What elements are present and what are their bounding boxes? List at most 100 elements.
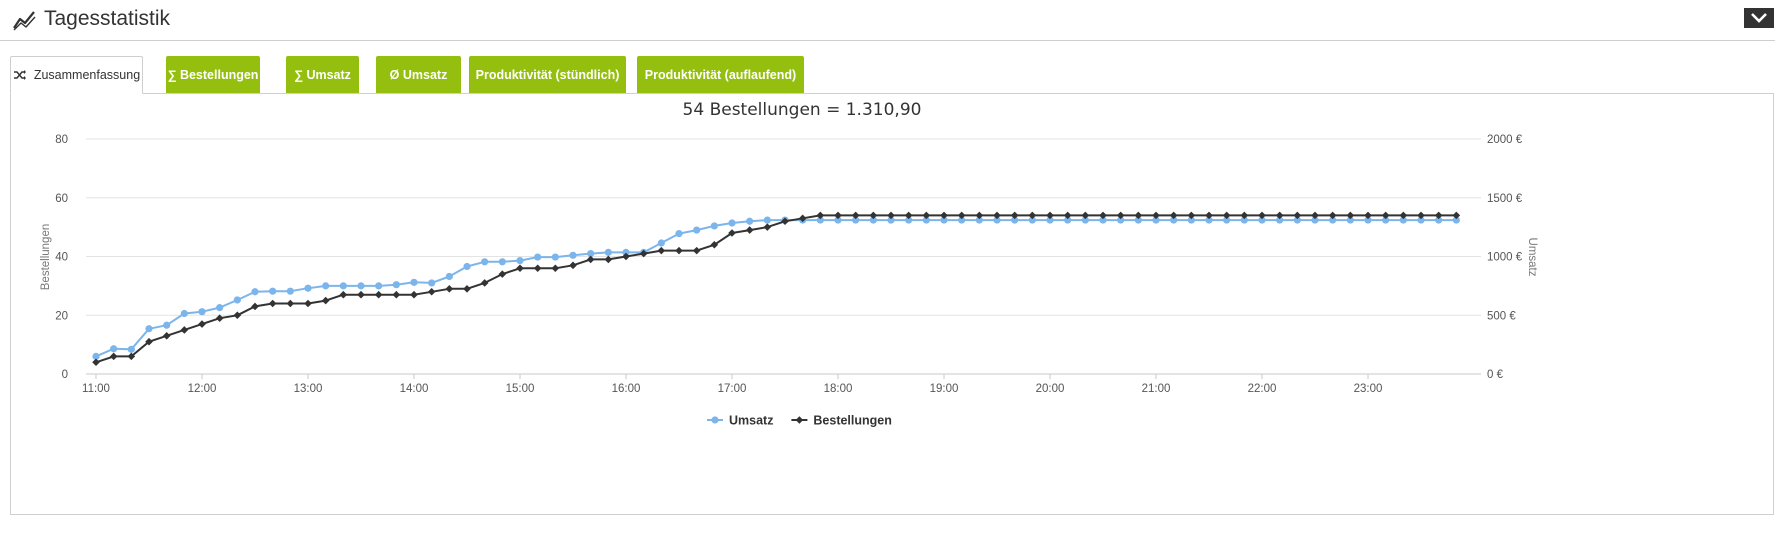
- tab-label: ∑ Bestellungen: [167, 68, 259, 82]
- data-point-umsatz: [1081, 216, 1089, 224]
- data-point-umsatz: [145, 325, 153, 333]
- data-point-bestellungen: [781, 217, 789, 226]
- data-point-bestellungen: [904, 211, 913, 220]
- data-point-umsatz: [410, 278, 418, 286]
- data-point-umsatz: [534, 253, 542, 261]
- data-point-umsatz: [304, 284, 312, 292]
- data-point-bestellungen: [1275, 211, 1284, 220]
- x-tick-label: 20:00: [1036, 383, 1065, 395]
- data-point-bestellungen: [480, 279, 489, 287]
- data-point-umsatz: [1399, 216, 1407, 224]
- data-point-bestellungen: [710, 240, 719, 249]
- x-tick-label: 13:00: [294, 383, 323, 395]
- tab-summe-bestellungen[interactable]: ∑ Bestellungen: [166, 56, 260, 94]
- data-point-bestellungen: [1328, 211, 1337, 220]
- data-point-umsatz: [198, 308, 206, 316]
- tab-produktivitaet-auflaufend[interactable]: Produktivität (auflaufend): [637, 56, 804, 94]
- data-point-bestellungen: [869, 211, 878, 220]
- data-point-umsatz: [993, 216, 1001, 224]
- data-point-bestellungen: [1046, 211, 1054, 220]
- data-point-umsatz: [1382, 216, 1390, 224]
- data-point-bestellungen: [286, 299, 295, 308]
- data-point-bestellungen: [268, 299, 277, 308]
- tab-durchschnitt-umsatz[interactable]: Ø Umsatz: [376, 56, 461, 94]
- x-tick-label: 15:00: [506, 383, 535, 395]
- data-point-umsatz: [675, 229, 683, 238]
- data-point-bestellungen: [798, 214, 807, 223]
- data-point-umsatz: [834, 216, 842, 224]
- data-point-bestellungen: [745, 226, 754, 234]
- data-point-umsatz: [1435, 216, 1443, 224]
- data-point-bestellungen: [940, 211, 948, 220]
- data-point-umsatz: [587, 249, 595, 258]
- data-point-bestellungen: [374, 290, 383, 299]
- data-point-bestellungen: [1434, 211, 1443, 220]
- data-point-bestellungen: [1205, 211, 1213, 220]
- data-point-umsatz: [604, 248, 612, 256]
- legend-item-umsatz[interactable]: Umsatz: [707, 414, 773, 428]
- data-point-bestellungen: [92, 358, 100, 367]
- data-point-bestellungen: [1258, 211, 1266, 220]
- data-point-bestellungen: [639, 249, 648, 258]
- data-point-bestellungen: [162, 332, 171, 340]
- data-point-bestellungen: [1099, 211, 1107, 220]
- data-point-umsatz: [763, 216, 771, 224]
- data-point-umsatz: [958, 216, 966, 224]
- tab-label: ∑ Umsatz: [294, 68, 351, 82]
- data-point-umsatz: [1240, 216, 1248, 224]
- data-point-umsatz: [905, 216, 913, 224]
- legend-label: Umsatz: [729, 414, 773, 428]
- data-point-bestellungen: [586, 255, 595, 264]
- data-point-umsatz: [1152, 216, 1160, 224]
- data-point-umsatz: [1293, 216, 1301, 224]
- data-point-umsatz: [481, 258, 489, 266]
- data-point-bestellungen: [957, 211, 966, 220]
- data-point-bestellungen: [763, 223, 772, 231]
- data-point-bestellungen: [339, 290, 348, 299]
- x-tick-label: 23:00: [1354, 383, 1383, 395]
- data-point-bestellungen: [1187, 211, 1196, 220]
- y-right-axis-title: Umsatz: [1526, 238, 1538, 277]
- data-point-bestellungen: [675, 246, 683, 255]
- tab-label: Zusammenfassung: [33, 68, 141, 82]
- data-point-bestellungen: [1169, 211, 1178, 220]
- data-point-bestellungen: [657, 246, 666, 255]
- data-point-umsatz: [1099, 216, 1107, 224]
- data-point-umsatz: [975, 216, 983, 224]
- data-point-bestellungen: [1346, 211, 1355, 220]
- x-tick-label: 19:00: [930, 383, 959, 395]
- collapse-button[interactable]: [1744, 8, 1774, 28]
- trend-chart-icon: [12, 8, 38, 32]
- series-layer: [92, 211, 1461, 367]
- data-point-umsatz: [1346, 216, 1354, 224]
- data-point-umsatz: [1311, 216, 1319, 224]
- data-point-bestellungen: [516, 264, 524, 273]
- tab-summe-umsatz[interactable]: ∑ Umsatz: [286, 56, 359, 94]
- data-point-bestellungen: [993, 211, 1001, 220]
- data-point-umsatz: [392, 281, 400, 289]
- data-point-bestellungen: [887, 211, 895, 220]
- data-point-umsatz: [269, 287, 277, 295]
- tab-zusammenfassung[interactable]: Zusammenfassung: [10, 56, 143, 94]
- data-point-bestellungen: [321, 296, 330, 305]
- y-left-tick-label: 0: [62, 369, 68, 381]
- data-point-bestellungen: [551, 264, 560, 273]
- legend-item-bestellungen[interactable]: Bestellungen: [791, 414, 892, 428]
- x-tick-label: 17:00: [718, 383, 747, 395]
- data-point-umsatz: [286, 287, 294, 295]
- legend-layer: Umsatz Bestellungen: [707, 414, 892, 428]
- tab-produktivitaet-stuendlich[interactable]: Produktivität (stündlich): [469, 56, 626, 94]
- data-point-umsatz: [1276, 216, 1284, 224]
- y-left-tick-label: 80: [55, 134, 68, 146]
- data-point-umsatz: [1417, 216, 1425, 224]
- chart-panel: 54 Bestellungen = 1.310,90 0 0 € 20 500 € 40 1…: [10, 93, 1774, 515]
- legend-label: Bestellungen: [813, 414, 892, 428]
- data-point-umsatz: [657, 239, 665, 247]
- data-point-bestellungen: [1222, 211, 1231, 220]
- data-point-bestellungen: [728, 229, 736, 237]
- x-tick-label: 14:00: [400, 383, 429, 395]
- y-right-tick-label: 1000 €: [1487, 252, 1523, 264]
- data-point-bestellungen: [834, 211, 842, 220]
- data-point-bestellungen: [392, 290, 401, 299]
- x-tick-label: 21:00: [1142, 383, 1171, 395]
